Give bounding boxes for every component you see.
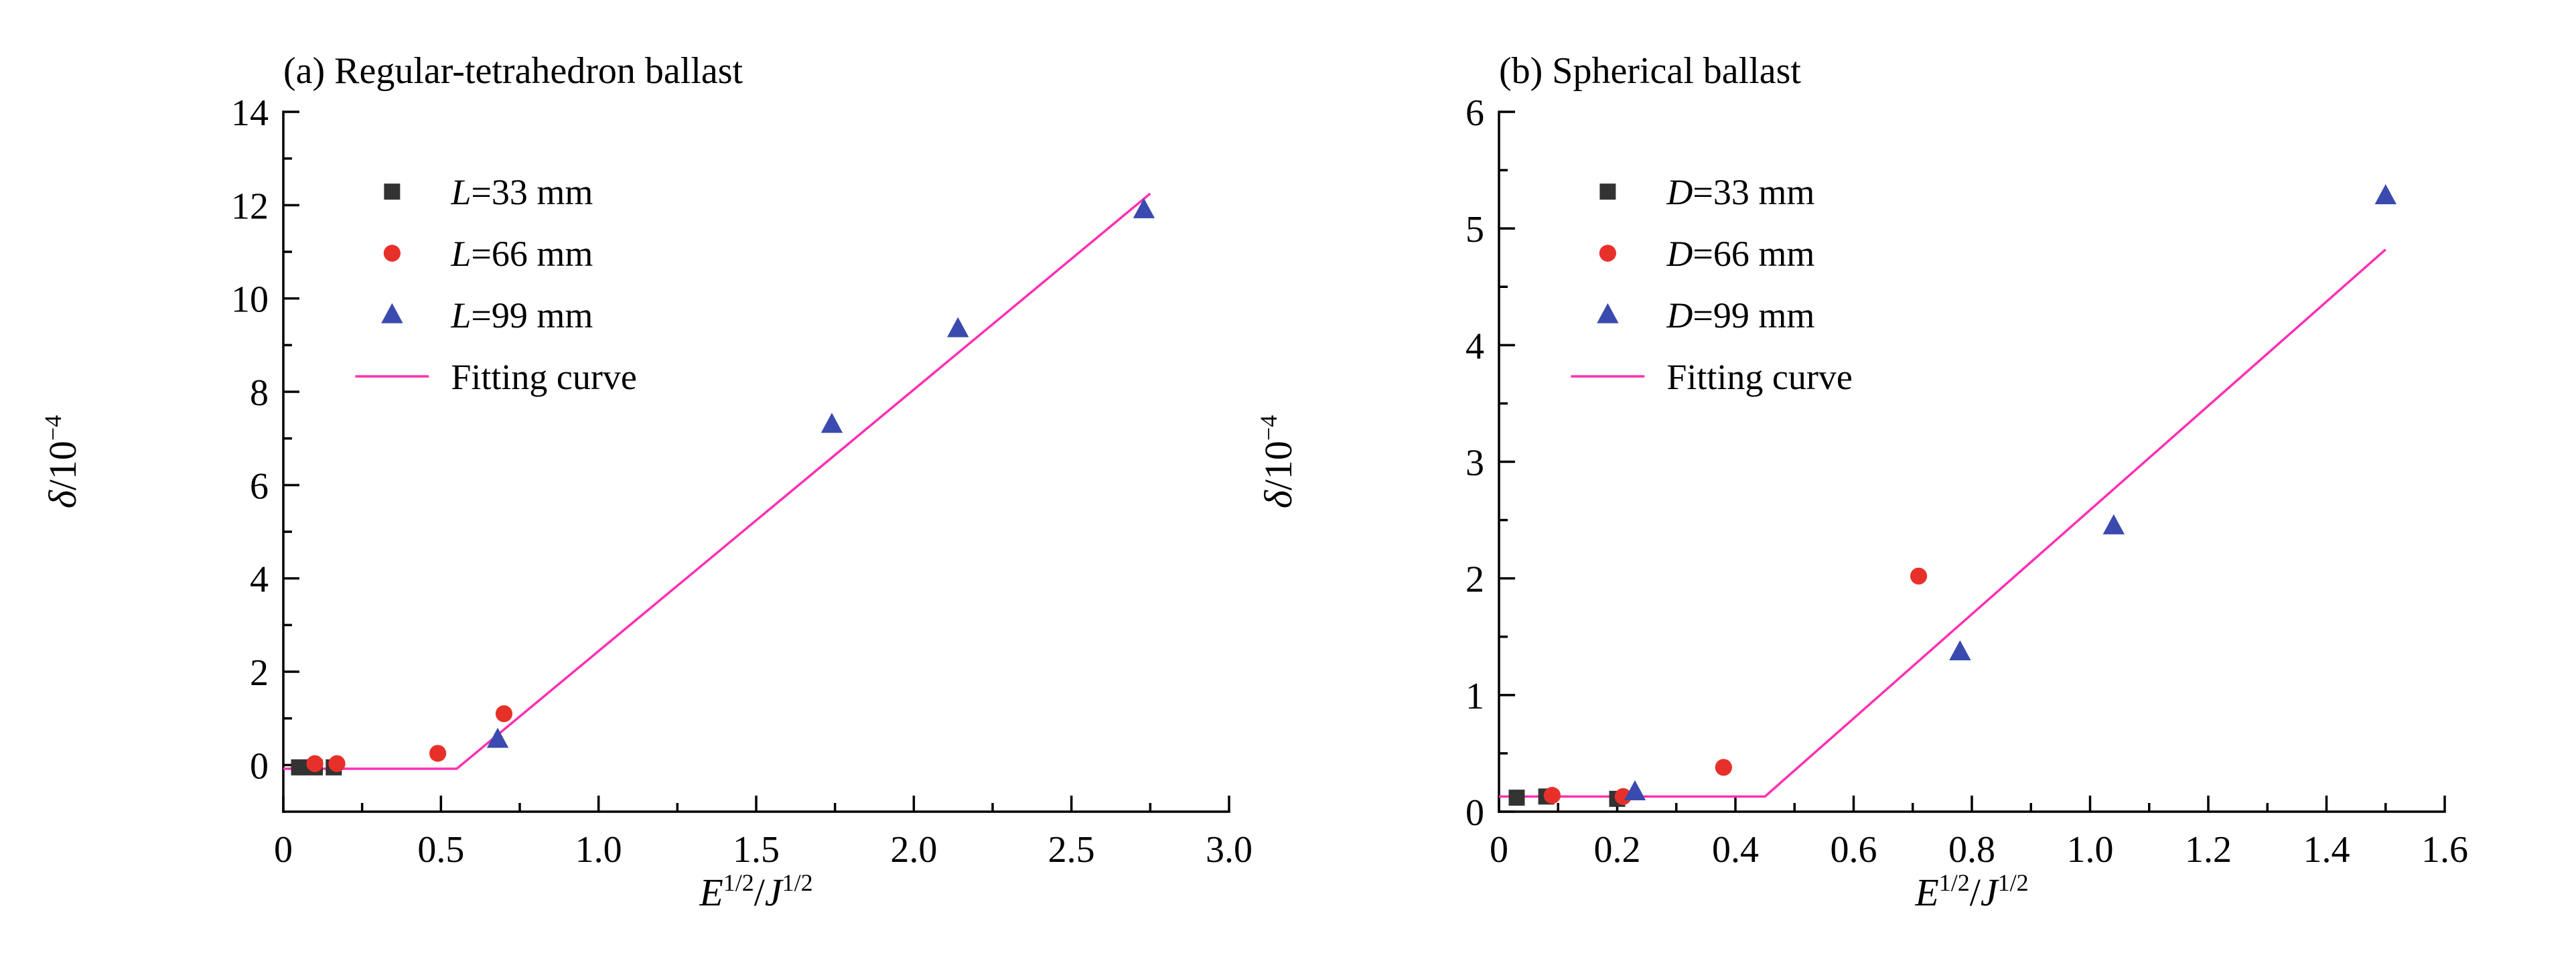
legend-label: D=33 mm	[1666, 172, 1814, 212]
chart-b-title: (b) Spherical ballast	[1499, 50, 1801, 92]
square-marker	[384, 183, 401, 200]
tick-label: 1.6	[2421, 829, 2468, 871]
chart-b-fit-line	[1499, 248, 2386, 798]
tick-label: 2	[250, 652, 269, 694]
circle-marker	[328, 755, 346, 772]
tick-label: 0	[274, 829, 293, 871]
triangle-marker	[2374, 184, 2396, 204]
tick-label: 8	[250, 372, 269, 414]
circle-marker	[429, 745, 447, 762]
square-marker	[1599, 183, 1616, 200]
chart-b-series-d-66-mm	[1543, 567, 1928, 805]
legend-label: L=99 mm	[450, 295, 593, 336]
triangle-marker	[820, 413, 843, 433]
tick-label: 2	[1465, 559, 1484, 601]
triangle-marker	[1597, 303, 1619, 323]
chart-a-x-axis-label: E1/2/J1/2	[699, 869, 812, 914]
square-marker	[291, 759, 307, 776]
chart-a-series-l-66-mm	[306, 705, 513, 772]
legend-label: L=33 mm	[450, 172, 593, 212]
tick-label: 1.0	[2067, 829, 2114, 871]
chart-b-ticks	[1498, 111, 2446, 813]
tick-label: 4	[250, 559, 269, 601]
chart-b-x-axis-label: E1/2/J1/2	[1914, 869, 2028, 914]
tick-label: 10	[231, 279, 269, 321]
tick-label: 0	[1490, 829, 1508, 871]
tick-label: 0.4	[1712, 829, 1759, 871]
legend-label: L=66 mm	[450, 234, 593, 274]
circle-marker	[1599, 244, 1616, 262]
triangle-marker	[1133, 198, 1155, 218]
chart-b-y-tick-labels: 0 1 2 3 4 5 6	[1465, 92, 1484, 834]
tick-label: 1	[1465, 676, 1484, 717]
chart-b-legend: D=33 mm D=66 mm D=99 mm Fitting curve	[1571, 172, 1853, 397]
legend-label: Fitting curve	[451, 357, 636, 397]
tick-label: 5	[1465, 209, 1484, 250]
chart-a-ticks	[282, 111, 1230, 812]
tick-label: 0	[1465, 792, 1484, 834]
circle-marker	[1543, 787, 1561, 804]
circle-marker	[1614, 788, 1632, 805]
tick-label: 6	[1465, 92, 1484, 134]
triangle-marker	[486, 727, 509, 748]
triangle-marker	[2102, 514, 2125, 534]
chart-b-series-d-99-mm	[1624, 184, 2396, 800]
circle-marker	[495, 705, 513, 723]
tick-label: 1.0	[575, 829, 622, 871]
tick-label: 6	[250, 465, 269, 507]
tick-label: 2.0	[890, 829, 937, 871]
circle-marker	[1910, 567, 1928, 585]
chart-a-axes	[282, 111, 1230, 813]
tick-label: 3	[1465, 443, 1484, 484]
triangle-marker	[1624, 780, 1646, 800]
tick-label: 0	[250, 745, 269, 787]
tick-label: 0.2	[1594, 829, 1641, 871]
legend-label: D=99 mm	[1666, 295, 1814, 336]
chart-b-x-tick-labels: 0 0.2 0.4 0.6 0.8 1.0 1.2 1.4 1.6	[1490, 829, 2468, 871]
circle-marker	[1715, 759, 1732, 776]
chart-a-legend: L=33 mm L=66 mm L=99 mm Fitting curve	[355, 172, 637, 397]
chart-a-y-tick-labels: 0 2 4 6 8 10 12 14	[231, 92, 269, 787]
tick-label: 0.5	[417, 829, 464, 871]
chart-a-fit-line	[283, 192, 1151, 770]
triangle-marker	[381, 303, 403, 323]
legend-label: Fitting curve	[1666, 357, 1852, 397]
tick-label: 12	[231, 186, 269, 227]
chart-a-series-l-99-mm	[486, 198, 1155, 748]
triangle-marker	[947, 317, 969, 338]
square-marker	[1508, 790, 1525, 806]
chart-a-title: (a) Regular-tetrahedron ballast	[283, 50, 743, 92]
tick-label: 1.4	[2303, 829, 2350, 871]
tick-label: 0.8	[1948, 829, 1995, 871]
tick-label: 4	[1465, 325, 1484, 367]
triangle-marker	[1949, 640, 1971, 660]
chart-b-axes	[1498, 111, 2446, 813]
chart-a-x-tick-labels: 0 0.5 1.0 1.5 2.0 2.5 3.0	[274, 829, 1253, 871]
circle-marker	[306, 755, 324, 772]
chart-a-y-axis-label: δ/10−4	[40, 415, 84, 508]
tick-label: 1.2	[2185, 829, 2232, 871]
tick-label: 14	[231, 92, 269, 134]
tick-label: 0.6	[1831, 829, 1877, 871]
tick-label: 2.5	[1048, 829, 1095, 871]
chart-b-y-axis-label: δ/10−4	[1255, 415, 1300, 508]
tick-label: 1.5	[733, 829, 780, 871]
legend-label: D=66 mm	[1666, 234, 1814, 274]
chart-a: 0 0.5 1.0 1.5 2.0 2.5 3.0 0 2 4 6 8 10 12 14 L=33 mm L=6…	[40, 92, 1253, 914]
tick-label: 3.0	[1206, 829, 1253, 871]
circle-marker	[383, 244, 401, 262]
